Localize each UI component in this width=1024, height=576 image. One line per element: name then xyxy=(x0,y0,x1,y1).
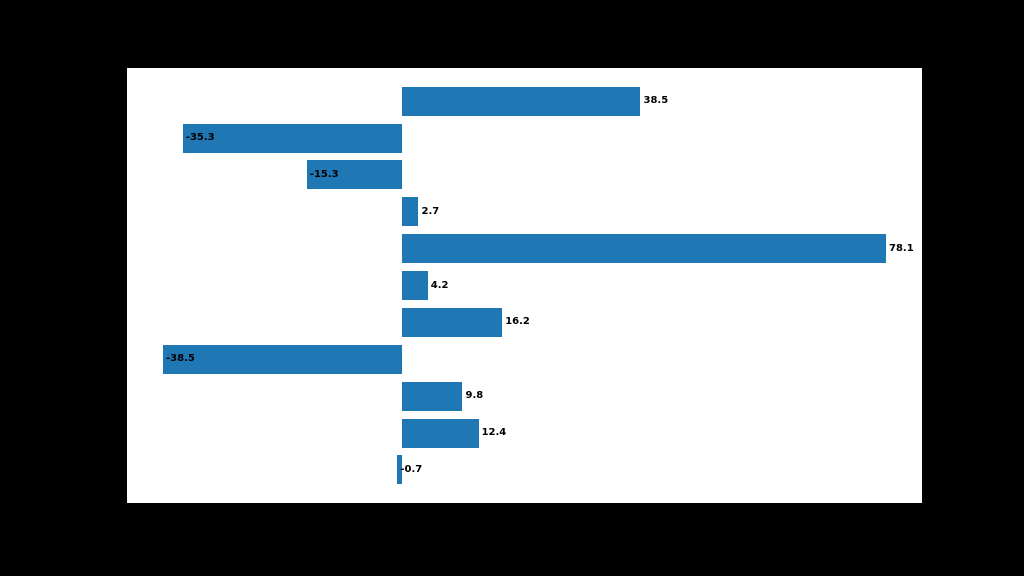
bar-value-label: 2.7 xyxy=(421,205,440,217)
bar-value-label: 12.4 xyxy=(481,427,507,438)
bar-value-label: -38.5 xyxy=(166,353,195,365)
bar xyxy=(163,344,402,374)
bar-value-label: -0.7 xyxy=(400,463,423,475)
bar-value-label: -35.3 xyxy=(185,132,215,143)
bar xyxy=(401,234,886,264)
bar xyxy=(401,418,479,448)
bar-value-label: 78.1 xyxy=(889,242,914,254)
bar xyxy=(182,123,402,153)
plot-area: 38.5 -35.3 -15.3 2.7 78.1 4.2 16.2 -38.5 9.8 12.4… xyxy=(127,68,922,503)
bar xyxy=(306,160,402,190)
bar-value-label: 4.2 xyxy=(430,279,449,291)
bar xyxy=(397,455,402,485)
bar-value-label: 9.8 xyxy=(465,390,484,402)
bar xyxy=(401,271,428,300)
bar xyxy=(401,197,419,227)
bar-value-label: -15.3 xyxy=(309,168,339,180)
bar-value-label: 16.2 xyxy=(505,316,530,328)
bar xyxy=(401,307,503,337)
bar-value-label: 38.5 xyxy=(643,95,669,107)
bar xyxy=(401,86,641,116)
bar xyxy=(401,381,463,411)
